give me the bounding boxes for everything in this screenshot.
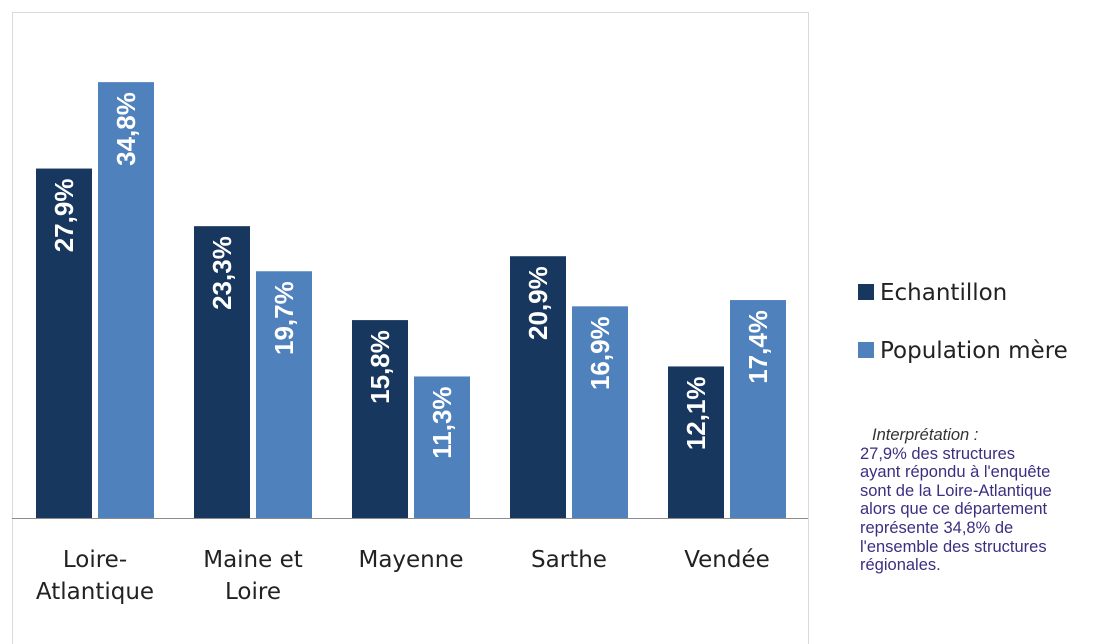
bar	[730, 300, 786, 518]
bar	[414, 376, 470, 518]
legend-swatch	[858, 342, 874, 358]
legend-label: Echantillon	[880, 280, 1008, 306]
x-tick-label: Loire-Atlantique	[35, 547, 155, 605]
value-label: 11,3%	[427, 386, 457, 458]
x-tick-label: Sarthe	[531, 547, 607, 573]
bar	[352, 320, 408, 518]
annotation-line: l'ensemble des structures	[860, 537, 1047, 556]
value-label: 17,4%	[743, 310, 773, 384]
bar	[256, 271, 312, 518]
value-label: 12,1%	[681, 376, 711, 450]
bar	[98, 82, 154, 518]
value-label: 23,3%	[207, 236, 237, 310]
bar	[572, 306, 628, 518]
x-tick-label: Mayenne	[358, 547, 464, 573]
annotation: Interprétation : 27,9% des structures aya…	[860, 426, 1105, 575]
legend-item: Echantillon	[858, 280, 1007, 306]
legend-label: Population mère	[880, 338, 1068, 364]
value-label: 34,8%	[111, 92, 141, 166]
annotation-line: représente 34,8% de	[860, 518, 1014, 537]
x-tick-label: Maine et Loire	[203, 547, 303, 605]
annotation-line: régionales.	[860, 556, 941, 575]
value-label: 16,9%	[585, 316, 615, 390]
annotation-line: 27,9% des structures	[860, 444, 1015, 463]
value-label: 27,9%	[49, 179, 79, 253]
annotation-line: alors que ce département	[860, 500, 1048, 519]
annotation-title: Interprétation :	[872, 426, 979, 444]
x-tick-label: Vendée	[684, 547, 770, 573]
value-label: 15,8%	[365, 330, 395, 404]
annotation-line: sont de la Loire-Atlantique	[860, 481, 1052, 500]
bar	[194, 226, 250, 519]
bar	[36, 168, 92, 519]
legend-item: Population mère	[858, 338, 1068, 364]
annotation-line: ayant répondu à l'enquête	[860, 463, 1051, 482]
value-label: 20,9%	[523, 266, 553, 340]
bar	[668, 366, 724, 518]
value-label: 19,7%	[269, 281, 299, 355]
legend-swatch	[858, 284, 874, 300]
bar	[510, 256, 566, 518]
chart-frame	[12, 12, 809, 644]
